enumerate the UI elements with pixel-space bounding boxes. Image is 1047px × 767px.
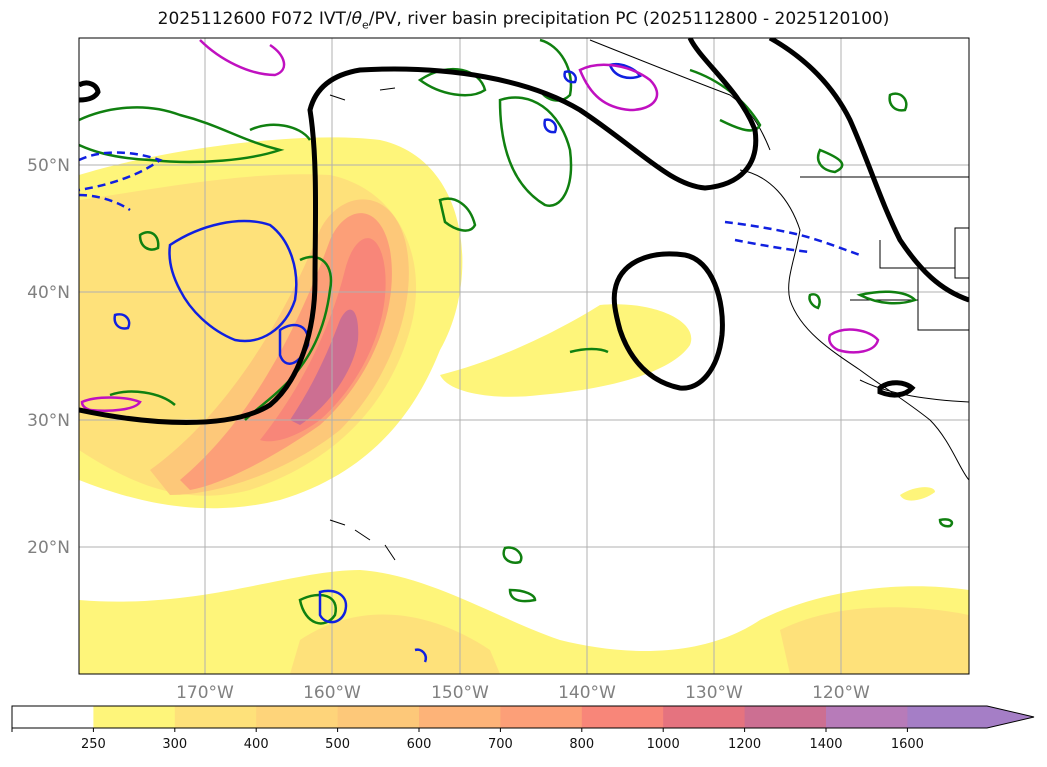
colorbar-cell bbox=[663, 706, 746, 728]
blue-contours bbox=[113, 63, 642, 663]
colorbar-outline bbox=[11, 705, 1035, 729]
magenta-contours bbox=[80, 39, 880, 412]
colorbar-tick-label: 700 bbox=[488, 737, 513, 752]
colorbar-tick-label: 300 bbox=[162, 737, 187, 752]
lat-label: 30°N bbox=[27, 411, 70, 431]
green-contours bbox=[79, 38, 954, 625]
lon-label: 160°W bbox=[303, 683, 361, 703]
colorbar-cell bbox=[419, 706, 501, 728]
colorbar-cell bbox=[744, 706, 827, 728]
lat-label: 40°N bbox=[27, 283, 70, 303]
colorbar-tick-label: 250 bbox=[81, 737, 106, 752]
colorbar-tick-label: 400 bbox=[244, 737, 269, 752]
lat-label: 20°N bbox=[27, 538, 70, 558]
pv-contours bbox=[79, 38, 969, 425]
colorbar-cell bbox=[500, 706, 583, 728]
colorbar-cell bbox=[174, 706, 257, 728]
blue-dashed-contours bbox=[79, 151, 861, 257]
colorbar-cell bbox=[826, 706, 908, 728]
lon-labels: 170°W 160°W 150°W 140°W 130°W 120°W bbox=[176, 683, 870, 703]
colorbar-tick-label: 1600 bbox=[891, 737, 924, 752]
colorbar-tick-label: 1400 bbox=[809, 737, 842, 752]
colorbar-cell bbox=[256, 706, 339, 728]
lat-labels: 50°N 40°N 30°N 20°N bbox=[27, 156, 70, 558]
lon-label: 120°W bbox=[812, 683, 870, 703]
lon-label: 130°W bbox=[685, 683, 743, 703]
colorbar-tick-label: 1200 bbox=[728, 737, 761, 752]
lon-label: 140°W bbox=[558, 683, 616, 703]
colorbar-cell bbox=[12, 706, 94, 728]
map-title: 2025112600 F072 IVT/θe/PV, river basin p… bbox=[157, 9, 890, 32]
colorbar-tick-label: 600 bbox=[407, 737, 432, 752]
colorbar: 250 300 400 500 600 700 800 1000 1200 1400 1600 bbox=[11, 705, 1035, 752]
colorbar-cell bbox=[337, 706, 420, 728]
colorbar-cell bbox=[93, 706, 176, 728]
colorbar-tick-label: 1000 bbox=[647, 737, 680, 752]
colorbar-ticks: 250 300 400 500 600 700 800 1000 1200 1400 1600 bbox=[11, 728, 924, 752]
lon-label: 150°W bbox=[431, 683, 489, 703]
colorbar-tick-label: 800 bbox=[569, 737, 594, 752]
coastlines bbox=[329, 39, 969, 561]
colorbar-cells bbox=[12, 706, 1034, 728]
lon-label: 170°W bbox=[176, 683, 234, 703]
colorbar-tick-label: 500 bbox=[325, 737, 350, 752]
lat-label: 50°N bbox=[27, 156, 70, 176]
colorbar-cell bbox=[581, 706, 664, 728]
map-frame bbox=[78, 37, 970, 675]
colorbar-cell bbox=[907, 706, 1034, 728]
